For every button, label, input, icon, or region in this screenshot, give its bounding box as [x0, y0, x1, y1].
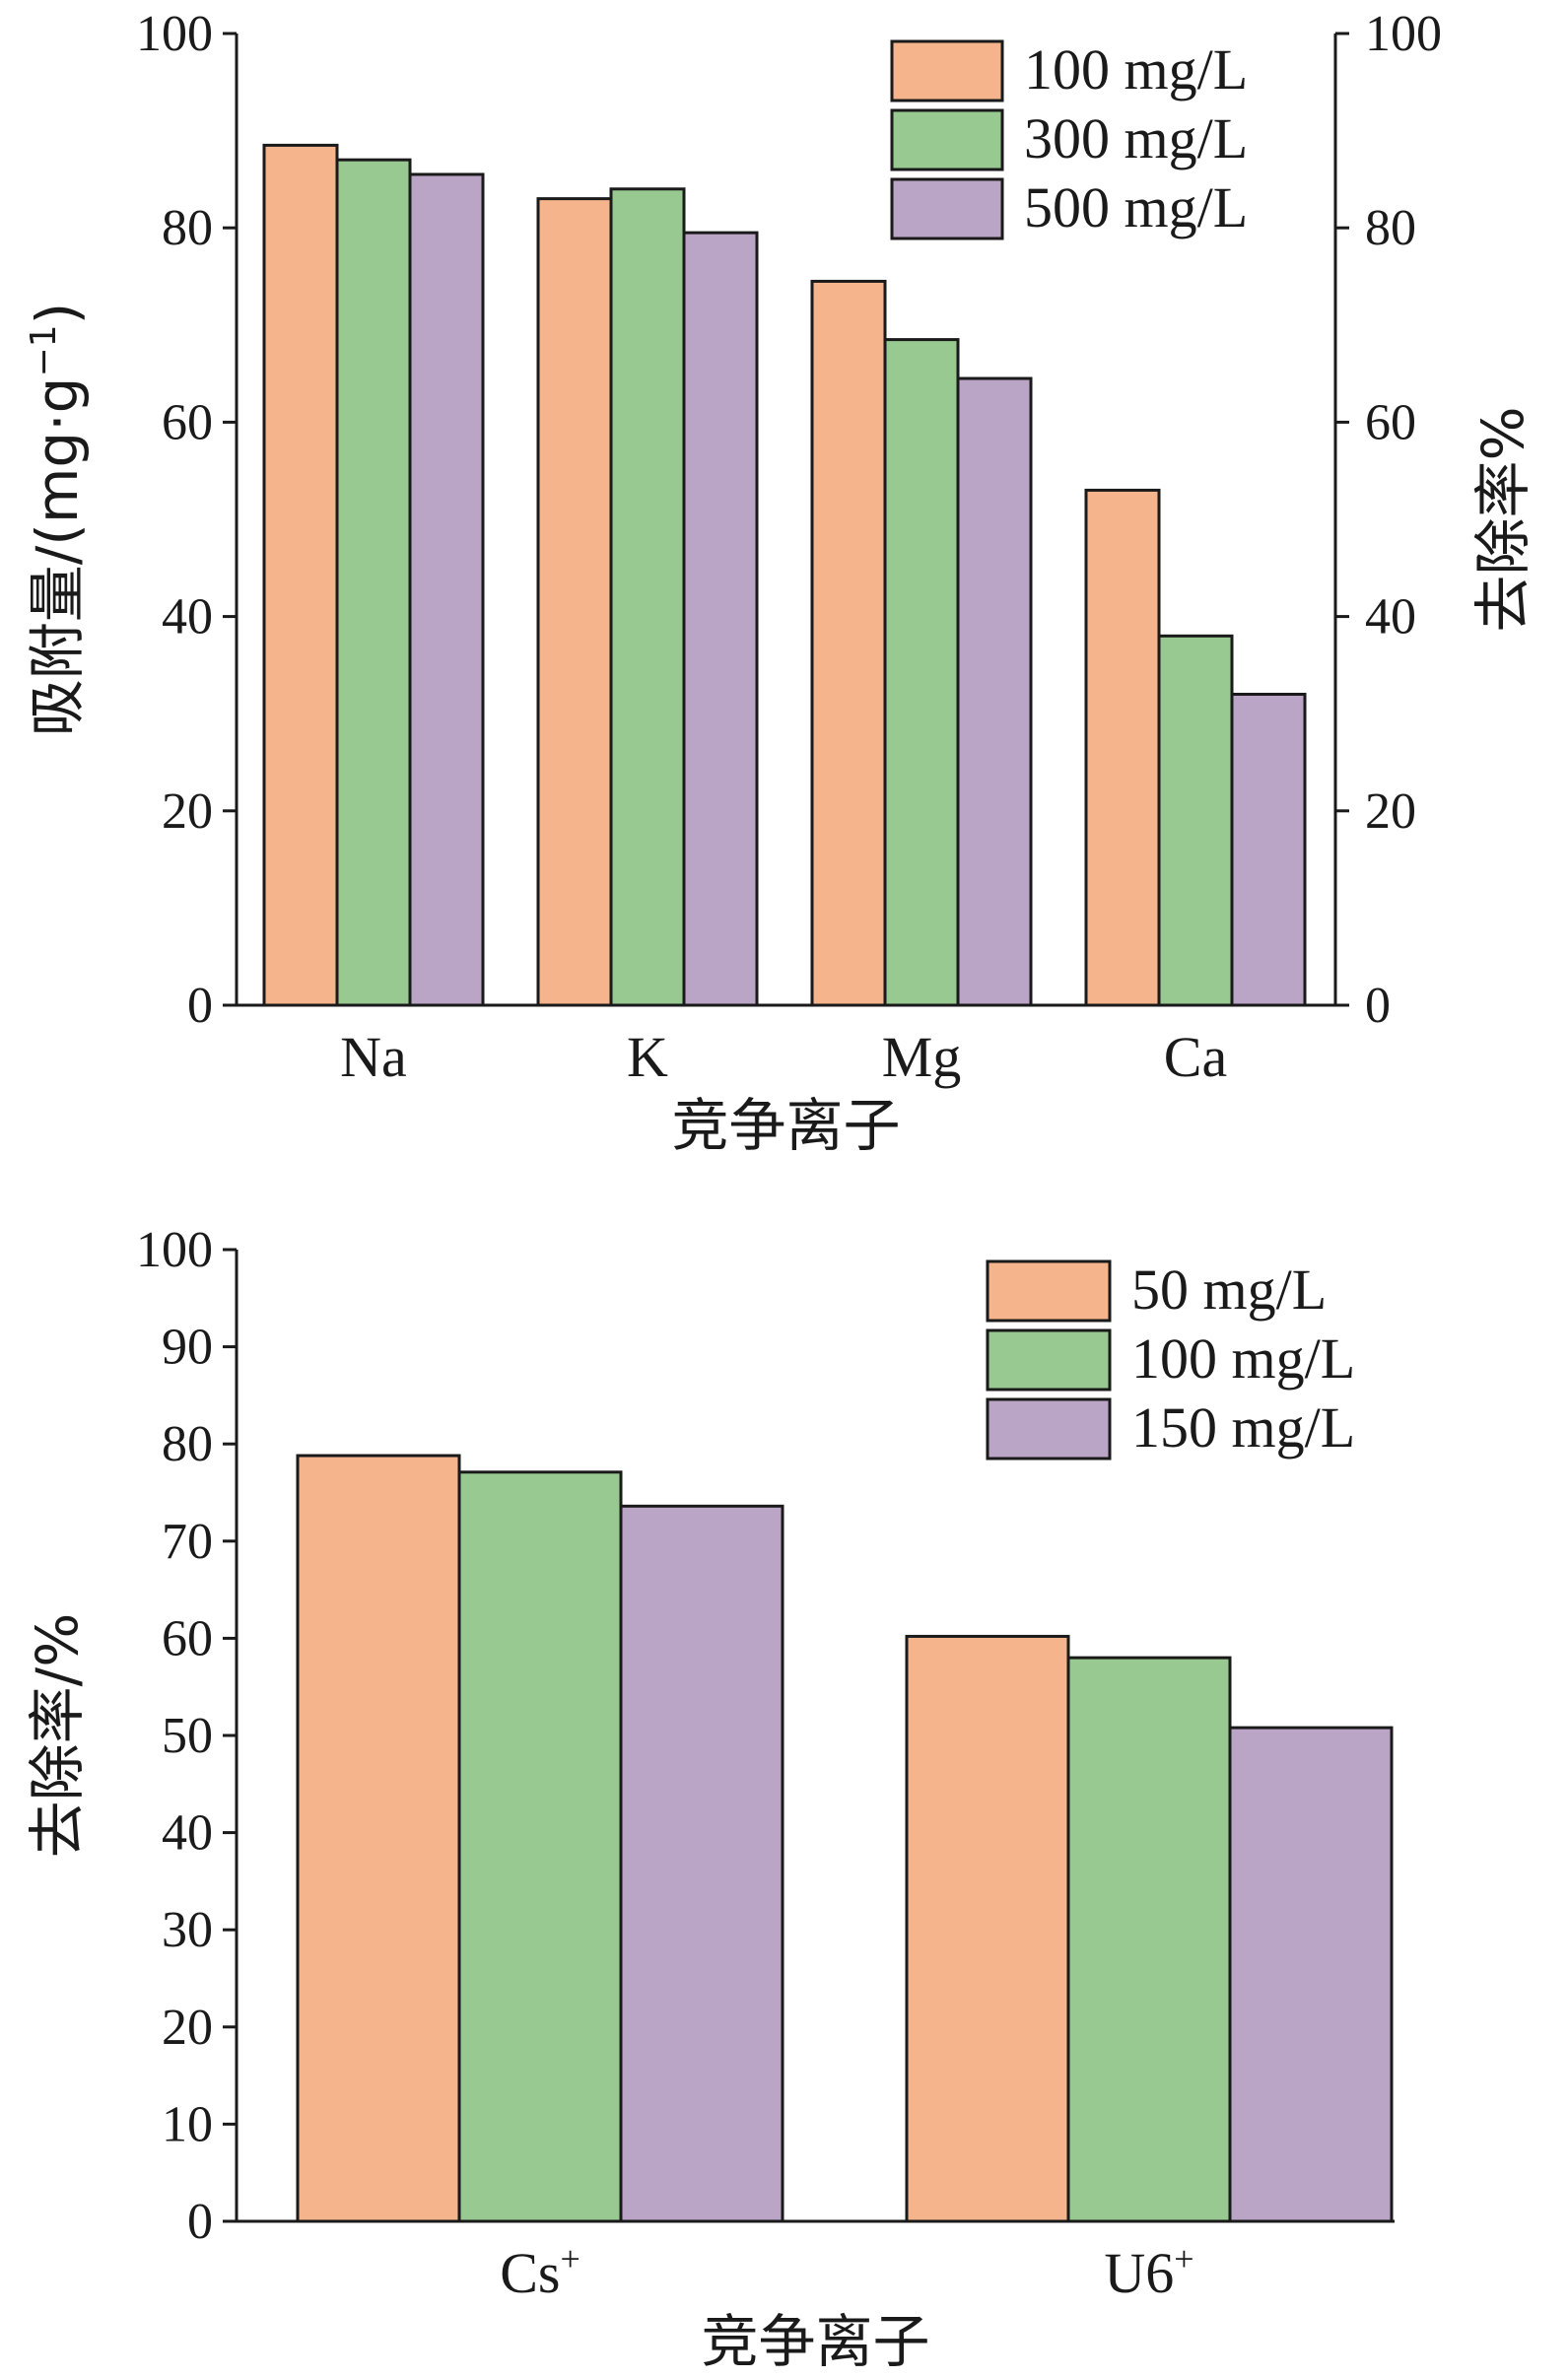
y2-tick-label: 40 [1365, 589, 1416, 645]
y-tick-label: 80 [162, 200, 213, 256]
y-tick-label: 40 [162, 589, 213, 645]
legend-label: 50 mg/L [1131, 1257, 1327, 1322]
y-tick-label: 20 [162, 2000, 213, 2056]
x-tick-label-Ca: Ca [1164, 1025, 1227, 1089]
chart-bottom: Cs+ U6+ 0 10 20 30 40 50 60 70 80 90 100 去除率/% 竞争离子 50 … [24, 1222, 1395, 2375]
x-tick-label-Mg: Mg [882, 1025, 962, 1089]
y-tick-label: 60 [162, 1610, 213, 1666]
y-tick-label: 0 [187, 978, 213, 1034]
legend-label: 100 mg/L [1131, 1326, 1355, 1391]
x-axis-label: 竞争离子 [671, 1092, 900, 1159]
y-axis-label: 去除率/% [24, 1613, 91, 1859]
x-tick-label-U6: U6+ [1104, 2239, 1193, 2305]
legend-label: 300 mg/L [1024, 106, 1248, 170]
bar-Na-500mgL [408, 172, 485, 1007]
legend-label: 150 mg/L [1131, 1395, 1355, 1460]
bar-Cs-100mgL [457, 1470, 623, 2223]
y-tick-label: 70 [162, 1514, 213, 1570]
y-tick-label: 100 [136, 1222, 213, 1278]
bar-U6-100mgL [1066, 1656, 1232, 2223]
y-tick-label: 10 [162, 2096, 213, 2152]
bar-K-100mgL [536, 197, 613, 1007]
y-tick-label: 60 [162, 394, 213, 450]
bar-Ca-300mgL [1157, 634, 1234, 1007]
bar-U6-150mgL [1228, 1726, 1394, 2223]
y2-tick-label: 100 [1365, 6, 1442, 62]
legend-swatch [986, 1259, 1112, 1323]
y-tick-label: 80 [162, 1416, 213, 1472]
y-tick-label: 100 [136, 6, 213, 62]
y2-tick-label: 80 [1365, 200, 1416, 256]
bar-Ca-100mgL [1084, 488, 1161, 1007]
legend-swatch [986, 1397, 1112, 1461]
legend-label: 500 mg/L [1024, 175, 1248, 239]
y-tick-label: 40 [162, 1805, 213, 1862]
bar-K-300mgL [609, 187, 686, 1007]
y-tick-label: 90 [162, 1320, 213, 1376]
legend-swatch [986, 1328, 1112, 1392]
bar-U6-50mgL [905, 1634, 1070, 2223]
y-axis-label: 吸附量/(mg·g−1) [24, 303, 91, 736]
x-axis-label: 竞争离子 [701, 2308, 929, 2375]
x-tick-label-K: K [627, 1025, 668, 1089]
legend-swatch [890, 177, 1004, 240]
bar-Mg-500mgL [956, 376, 1033, 1007]
y2-tick-label: 20 [1365, 783, 1416, 840]
bar-Mg-300mgL [883, 338, 960, 1007]
chart-top: Na K Mg Ca 0 20 40 60 80 100 0 20 40 60 80 100 去除率% 吸附量/(… [24, 6, 1536, 1159]
y2-tick-label: 60 [1365, 394, 1416, 450]
legend-swatch [890, 108, 1004, 171]
x-tick-label-Cs: Cs+ [500, 2239, 580, 2305]
y2-tick-label: 0 [1365, 978, 1391, 1034]
legend-swatch [890, 39, 1004, 102]
bar-Cs-50mgL [296, 1454, 461, 2223]
bar-Cs-150mgL [619, 1504, 784, 2223]
x-tick-label-Na: Na [340, 1025, 407, 1089]
bar-Na-100mgL [262, 143, 339, 1007]
y2-axis-label: 去除率% [1469, 406, 1536, 632]
bar-K-500mgL [682, 231, 759, 1007]
bar-Mg-100mgL [810, 279, 887, 1007]
bar-Na-300mgL [335, 158, 412, 1007]
y-tick-label: 30 [162, 1902, 213, 1958]
bar-Ca-500mgL [1230, 692, 1307, 1007]
y-tick-label: 50 [162, 1708, 213, 1764]
legend-label: 100 mg/L [1024, 37, 1248, 102]
y-tick-label: 0 [187, 2194, 213, 2250]
y-tick-label: 20 [162, 783, 213, 840]
